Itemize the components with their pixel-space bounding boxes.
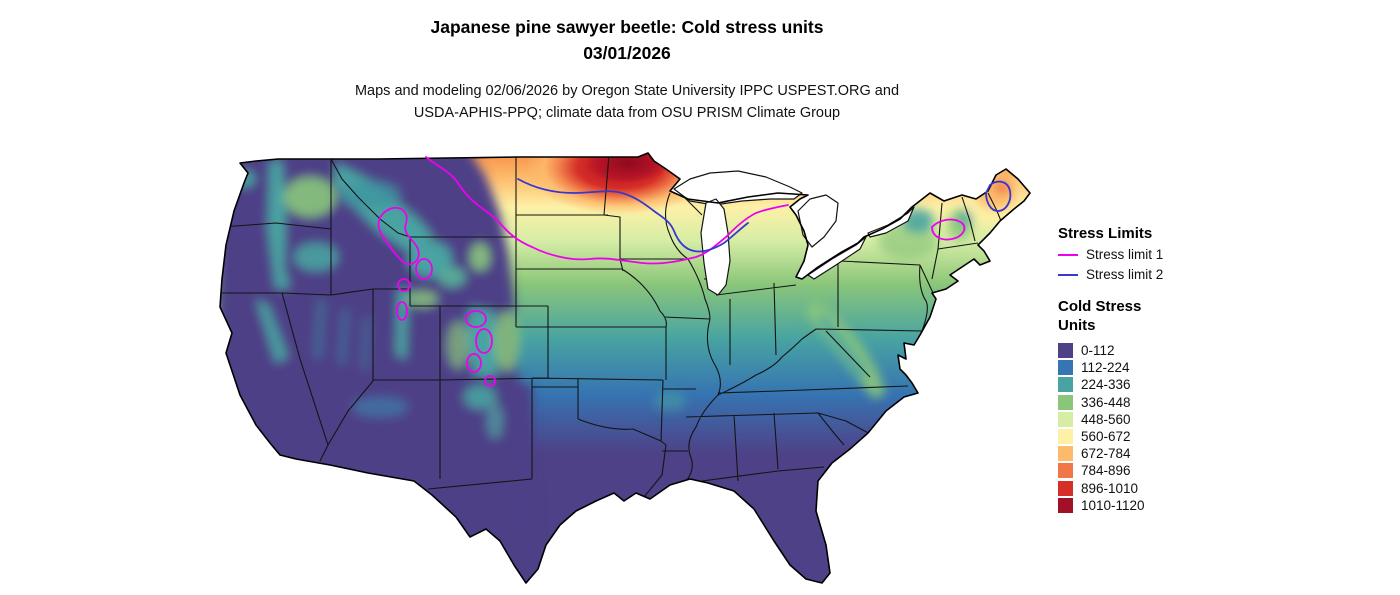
legend-swatch	[1058, 429, 1073, 445]
stress-limit-2-line	[517, 178, 1012, 253]
legend-bin: 336-448	[1058, 394, 1228, 411]
legend-swatch	[1058, 446, 1073, 462]
legend-swatch	[1058, 343, 1073, 359]
legend-swatch	[1058, 377, 1073, 393]
legend-bin: 0-112	[1058, 342, 1228, 359]
stress-limit-1-line	[377, 156, 966, 387]
title-block: Japanese pine sawyer beetle: Cold stress…	[0, 14, 1254, 66]
legend-bin: 112-224	[1058, 359, 1228, 376]
legend-swatch	[1058, 480, 1073, 496]
subtitle-line-1: Maps and modeling 02/06/2026 by Oregon S…	[354, 83, 900, 99]
legend-item-stress-limit-2: Stress limit 2	[1058, 266, 1228, 283]
page-title: Japanese pine sawyer beetle: Cold stress…	[430, 17, 824, 37]
cold-stress-units-title: Cold Stress Units	[1058, 298, 1142, 334]
legend-swatch	[1058, 411, 1073, 427]
legend-bin: 896-1010	[1058, 480, 1228, 497]
legend-bin: 784-896	[1058, 462, 1228, 479]
legend-bin: 224-336	[1058, 376, 1228, 393]
us-cold-stress-map	[218, 148, 1038, 590]
us-outline	[219, 152, 1031, 584]
legend-swatch	[1058, 394, 1073, 410]
legend-bin: 672-784	[1058, 445, 1228, 462]
legend-bin: 1010-1120	[1058, 497, 1228, 514]
stress-limits-title: Stress Limits	[1058, 225, 1153, 242]
cold-stress-raster	[220, 153, 1030, 583]
subtitle-line-2: USDA-APHIS-PPQ; climate data from OSU PR…	[413, 105, 841, 121]
legend: Stress Limits Stress limit 1 Stress limi…	[1058, 224, 1228, 514]
state-borders	[221, 154, 1002, 498]
legend-bin: 560-672	[1058, 428, 1228, 445]
legend-bin: 448-560	[1058, 411, 1228, 428]
cold-stress-bins: 0-112 112-224 224-336 336-448 448-560 56…	[1058, 342, 1228, 514]
legend-swatch	[1058, 463, 1073, 479]
legend-swatch	[1058, 497, 1073, 513]
legend-swatch	[1058, 360, 1073, 376]
map-date: 03/01/2026	[583, 43, 671, 63]
stress-limit-2-sample	[1058, 273, 1078, 276]
legend-item-stress-limit-1: Stress limit 1	[1058, 246, 1228, 263]
lake-erie	[807, 236, 867, 280]
subtitle-block: Maps and modeling 02/06/2026 by Oregon S…	[0, 80, 1254, 124]
stress-limit-1-sample	[1058, 253, 1078, 256]
